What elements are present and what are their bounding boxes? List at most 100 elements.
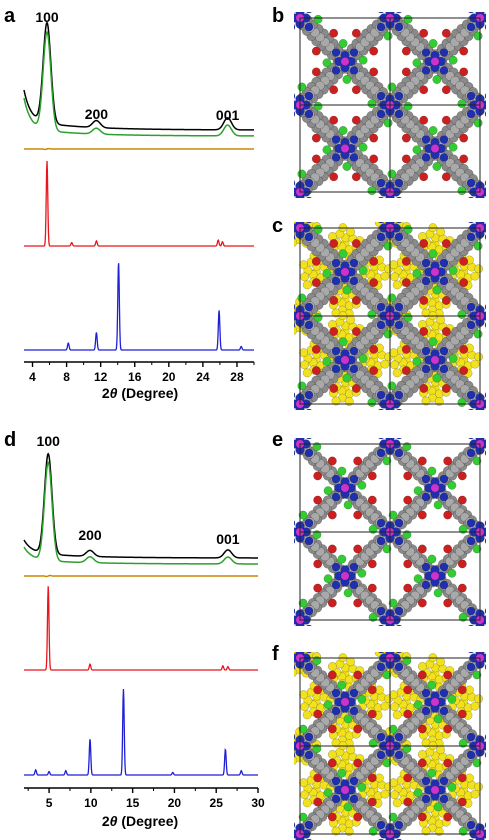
atom (313, 313, 323, 322)
atom (367, 773, 377, 783)
atom (338, 126, 348, 135)
atom (474, 264, 484, 274)
atom (458, 612, 468, 622)
atom (484, 233, 486, 241)
atom (466, 750, 476, 760)
chart-d-peak-label-200: 200 (78, 527, 102, 543)
atom (448, 55, 458, 65)
atom (304, 448, 314, 458)
atom (436, 315, 446, 325)
chart-a-series-experimental (23, 21, 254, 131)
atom (311, 344, 321, 354)
atom (466, 320, 476, 330)
atom (331, 688, 341, 698)
atom (466, 109, 476, 119)
atom (351, 296, 361, 305)
atom (349, 66, 359, 75)
atom (417, 750, 427, 759)
atom (353, 812, 363, 822)
atom (467, 222, 475, 224)
atom (395, 624, 403, 626)
atom (466, 178, 476, 188)
structure-panel-b (294, 12, 486, 198)
atom (305, 652, 313, 654)
atom (285, 218, 293, 226)
atom (421, 706, 431, 716)
atom (421, 580, 431, 590)
atom (294, 326, 298, 335)
atom (331, 580, 341, 590)
chart-a-ticks: 4 8 12 16 20 24 28 (29, 362, 255, 384)
atom (331, 276, 341, 286)
atom (294, 391, 296, 399)
chart-a-series-difference (24, 147, 254, 151)
atom (311, 154, 321, 164)
atom (296, 209, 304, 217)
atom (484, 321, 486, 329)
atom (412, 58, 422, 68)
atom (403, 797, 413, 807)
atom (470, 701, 480, 711)
atom (294, 662, 295, 667)
atom (377, 624, 385, 626)
atom (403, 559, 413, 569)
atom (300, 360, 310, 370)
atom (305, 196, 313, 198)
atom (432, 285, 442, 295)
atom (419, 384, 429, 393)
atom (377, 196, 385, 198)
atom (421, 474, 431, 484)
atom (311, 67, 321, 77)
atom (349, 706, 359, 716)
atom (388, 510, 398, 520)
atom (470, 271, 480, 281)
atom (338, 337, 348, 347)
atom (306, 222, 309, 223)
atom (313, 471, 323, 481)
atom (305, 438, 313, 440)
atom (457, 471, 467, 481)
atom (430, 267, 440, 277)
atom (421, 66, 431, 75)
atom (382, 456, 392, 466)
atom (340, 483, 350, 493)
atom (403, 313, 413, 322)
atom (311, 278, 321, 288)
atom (377, 438, 385, 440)
chart-d-ticks: 5 10 15 20 25 30 (27, 788, 265, 810)
atom (367, 99, 377, 109)
atom (421, 276, 431, 286)
atom (403, 101, 413, 111)
atom (304, 662, 314, 672)
atom (294, 303, 296, 311)
atom (305, 408, 313, 410)
atom (484, 449, 486, 457)
atom (439, 562, 449, 572)
atom (329, 327, 339, 336)
atom (311, 366, 321, 376)
atom (304, 606, 314, 616)
atom (327, 812, 337, 822)
atom (313, 225, 323, 234)
atom (386, 209, 394, 217)
atom (337, 680, 347, 690)
atom (432, 75, 442, 84)
atom (421, 258, 431, 268)
atom (294, 663, 296, 671)
atom (294, 652, 295, 653)
atom (327, 662, 337, 671)
atom (302, 368, 312, 378)
chart-d-peak-label-001: 001 (216, 531, 240, 547)
atom (439, 706, 449, 716)
atom (387, 381, 397, 391)
atom (472, 544, 482, 554)
atom (343, 802, 353, 812)
atom (419, 239, 429, 248)
atom (322, 357, 332, 366)
structure-atoms (294, 438, 486, 626)
atom (313, 797, 323, 807)
atom (392, 798, 402, 808)
atom (419, 296, 429, 305)
atom (390, 702, 400, 712)
atom (485, 652, 486, 653)
